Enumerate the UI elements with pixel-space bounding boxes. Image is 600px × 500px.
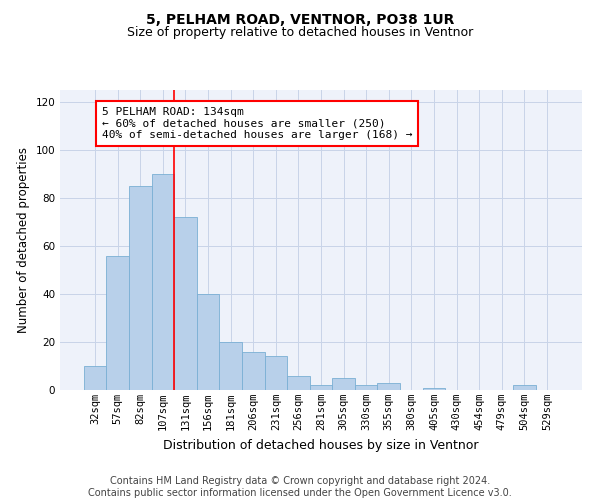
Bar bbox=[355, 385, 377, 390]
Bar bbox=[513, 385, 536, 390]
Text: Contains HM Land Registry data © Crown copyright and database right 2024.
Contai: Contains HM Land Registry data © Crown c… bbox=[88, 476, 512, 498]
Y-axis label: Number of detached properties: Number of detached properties bbox=[17, 147, 30, 333]
Bar bbox=[197, 294, 220, 390]
X-axis label: Distribution of detached houses by size in Ventnor: Distribution of detached houses by size … bbox=[163, 438, 479, 452]
Bar bbox=[242, 352, 265, 390]
Text: Size of property relative to detached houses in Ventnor: Size of property relative to detached ho… bbox=[127, 26, 473, 39]
Bar bbox=[377, 383, 400, 390]
Bar bbox=[129, 186, 152, 390]
Bar bbox=[174, 217, 197, 390]
Bar bbox=[265, 356, 287, 390]
Bar bbox=[310, 385, 332, 390]
Bar bbox=[84, 366, 106, 390]
Bar bbox=[332, 378, 355, 390]
Bar bbox=[422, 388, 445, 390]
Bar bbox=[152, 174, 174, 390]
Bar bbox=[220, 342, 242, 390]
Bar bbox=[106, 256, 129, 390]
Text: 5 PELHAM ROAD: 134sqm
← 60% of detached houses are smaller (250)
40% of semi-det: 5 PELHAM ROAD: 134sqm ← 60% of detached … bbox=[102, 107, 412, 140]
Bar bbox=[287, 376, 310, 390]
Text: 5, PELHAM ROAD, VENTNOR, PO38 1UR: 5, PELHAM ROAD, VENTNOR, PO38 1UR bbox=[146, 12, 454, 26]
